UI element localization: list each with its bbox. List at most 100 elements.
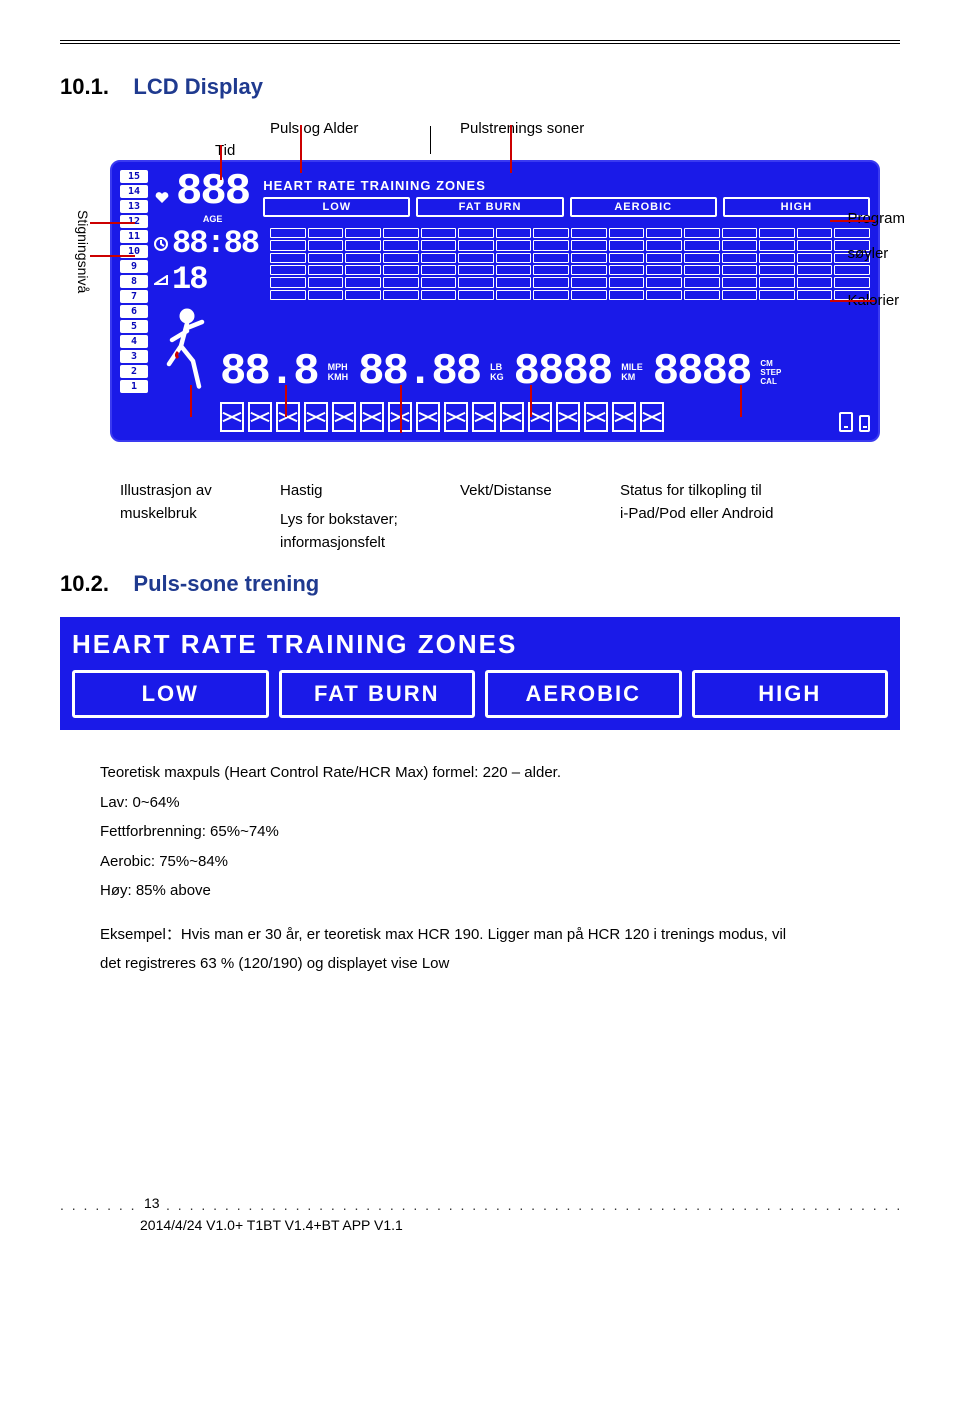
page-number: 13	[140, 1195, 164, 1211]
cal-seg: 8888	[653, 350, 751, 394]
grid-cell	[345, 253, 381, 263]
grid-cell	[421, 240, 457, 250]
callout-line	[830, 220, 875, 222]
section-10-2-heading: 10.2. Puls-sone trening	[60, 571, 900, 597]
grid-cell	[308, 265, 344, 275]
phone-icon	[859, 415, 870, 432]
grid-cell	[797, 265, 833, 275]
grid-cell	[533, 253, 569, 263]
level-cell: 9	[120, 260, 148, 273]
body-l1: Teoretisk maxpuls (Heart Control Rate/HC…	[100, 760, 900, 786]
body-l7: det registreres 63 % (120/190) og displa…	[100, 951, 900, 977]
segchar	[332, 402, 356, 432]
level-cell: 13	[120, 200, 148, 213]
grid-cell	[797, 240, 833, 250]
grid-cell	[421, 290, 457, 300]
grid-cell	[383, 240, 419, 250]
grid-cell	[458, 290, 494, 300]
grid-cell	[345, 277, 381, 287]
grid-cell	[609, 228, 645, 238]
callout-bottom-row: Illustrasjon av muskelbruk Hastig Lys fo…	[120, 482, 900, 551]
level-cell: 1	[120, 380, 148, 393]
level-cell: 6	[120, 305, 148, 318]
section-num: 10.1.	[60, 74, 109, 99]
program-grid	[270, 228, 870, 300]
lcd-main: 888 AGE HEART RATE TRAINING ZONES LOWFAT…	[154, 170, 870, 432]
grid-cell	[571, 253, 607, 263]
section-num: 10.2.	[60, 571, 109, 596]
segchar	[472, 402, 496, 432]
grid-cell	[609, 277, 645, 287]
lcd-row2: 88:88 18	[154, 228, 870, 300]
zone-box-large: AEROBIC	[485, 670, 682, 718]
incline-icon	[154, 275, 168, 285]
grid-cell	[571, 277, 607, 287]
age-label: AGE	[203, 214, 223, 224]
grid-cell	[759, 265, 795, 275]
grid-cell	[722, 228, 758, 238]
heart-icon	[154, 190, 170, 204]
label-soiler: søyler	[847, 245, 905, 262]
footer-version: 2014/4/24 V1.0+ T1BT V1.4+BT APP V1.1	[140, 1217, 900, 1233]
grid-cell	[609, 253, 645, 263]
callout-puls-alder: Puls og Alder	[270, 120, 358, 137]
zone-box: FAT BURN	[416, 197, 563, 217]
hrz-banner: HEART RATE TRAINING ZONES LOWFAT BURNAER…	[60, 617, 900, 730]
grid-cell	[496, 265, 532, 275]
grid-cell	[308, 290, 344, 300]
grid-cell	[646, 277, 682, 287]
big-readouts: 88.8 MPH KMH 88.88 LB KG 8888	[220, 350, 870, 394]
speed-readout: 88.8	[220, 350, 318, 394]
hrz-title: HEART RATE TRAINING ZONES	[263, 178, 870, 193]
grid-cell	[571, 265, 607, 275]
grid-cell	[646, 240, 682, 250]
grid-cell	[533, 290, 569, 300]
callout-info: informasjonsfelt	[280, 534, 430, 551]
grid-cell	[345, 265, 381, 275]
level-cell: 14	[120, 185, 148, 198]
right-labels: Program søyler Kalorier	[847, 210, 905, 327]
grid-cell	[609, 265, 645, 275]
grid-cell	[759, 240, 795, 250]
dist-seg: 8888	[514, 350, 612, 394]
body-l4: Aerobic: 75%~84%	[100, 849, 900, 875]
grid-cell	[684, 228, 720, 238]
lcd-row3: 88.8 MPH KMH 88.88 LB KG 8888	[154, 304, 870, 394]
grid-cell	[383, 277, 419, 287]
grid-cell	[797, 253, 833, 263]
segchar	[360, 402, 384, 432]
level-cell: 4	[120, 335, 148, 348]
callout-status: Status for tilkopling til	[620, 482, 773, 499]
callout-line	[830, 300, 875, 302]
grid-cell	[684, 290, 720, 300]
grid-cell	[496, 277, 532, 287]
speed-seg: 88.8	[220, 350, 318, 394]
grid-cell	[345, 290, 381, 300]
callout-muskelbruk: muskelbruk	[120, 505, 250, 522]
callout-tid: Tid	[215, 142, 235, 159]
segchar	[276, 402, 300, 432]
grid-cell	[571, 240, 607, 250]
callout-line	[530, 385, 532, 417]
age-seg: 888	[176, 170, 249, 214]
grid-cell	[496, 253, 532, 263]
grid-cell	[797, 290, 833, 300]
grid-cell	[533, 240, 569, 250]
callout-line	[300, 125, 302, 173]
lcd-row4	[154, 398, 870, 432]
callout-line	[740, 385, 742, 417]
grid-cell	[458, 253, 494, 263]
grid-cell	[722, 265, 758, 275]
grid-cell	[421, 253, 457, 263]
zone-box-large: FAT BURN	[279, 670, 476, 718]
level-cell: 2	[120, 365, 148, 378]
callout-line	[220, 145, 222, 180]
grid-cell	[759, 277, 795, 287]
grid-cell	[533, 265, 569, 275]
time-seg: 88:88	[172, 228, 258, 260]
grid-cell	[533, 228, 569, 238]
level-cell: 8	[120, 275, 148, 288]
grid-cell	[383, 290, 419, 300]
grid-cell	[270, 240, 306, 250]
grid-cell	[684, 265, 720, 275]
